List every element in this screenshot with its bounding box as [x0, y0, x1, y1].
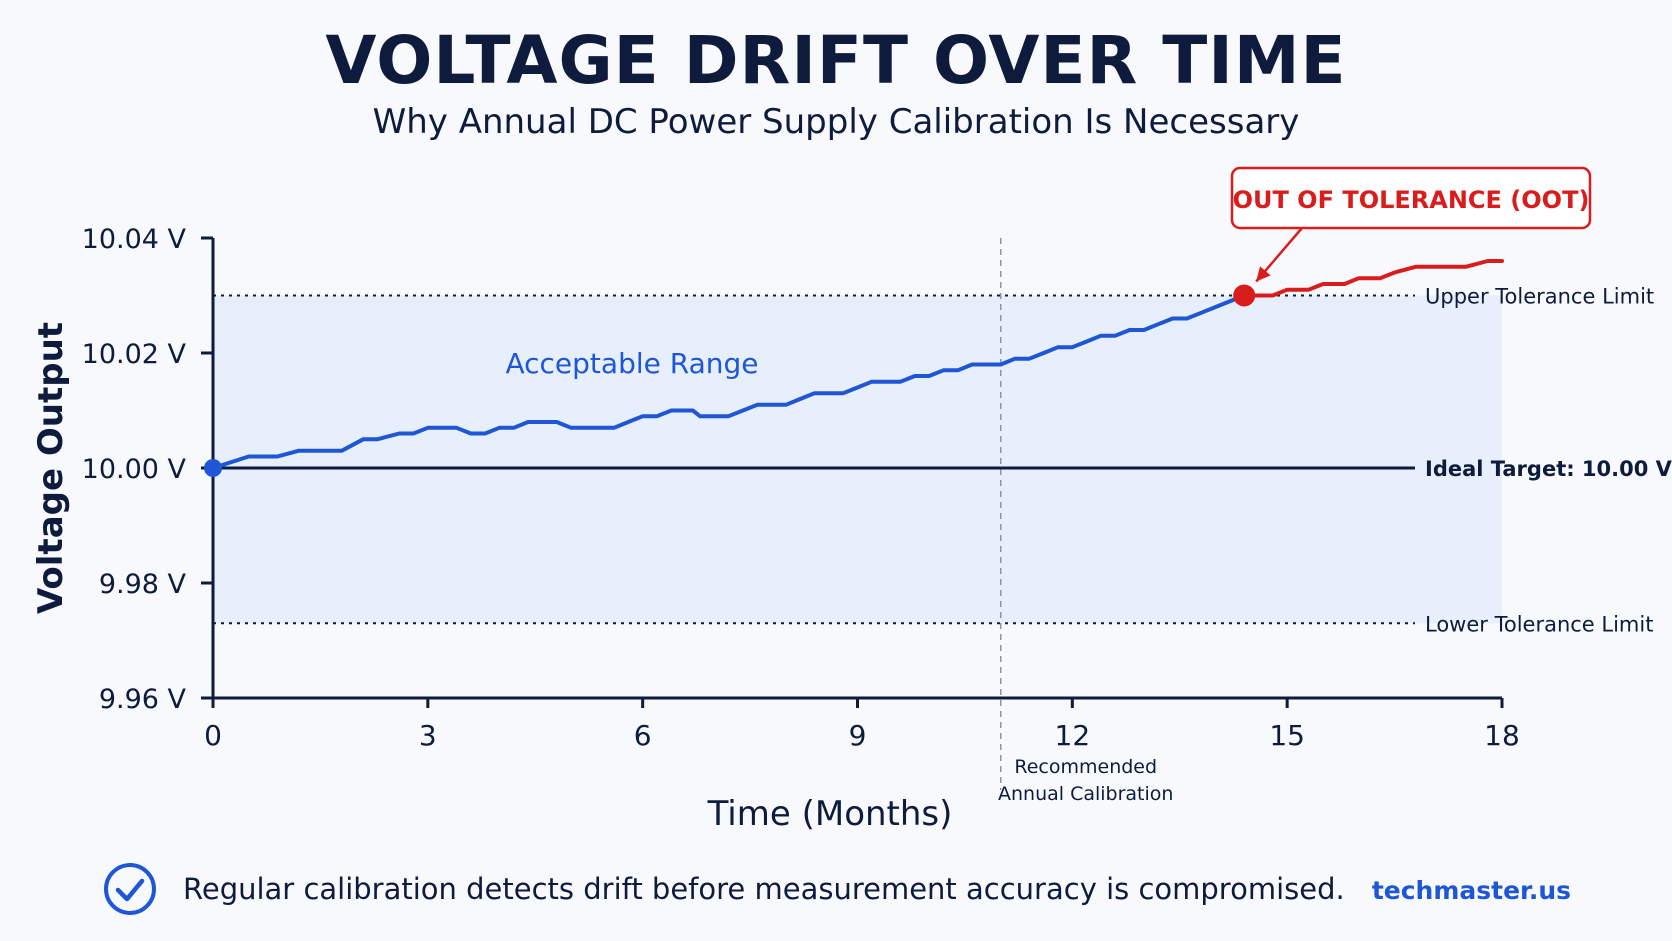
reference-line-label: Lower Tolerance Limit: [1425, 612, 1653, 636]
oot-annotation-box: [1230, 166, 1592, 230]
footer: Regular calibration detects drift before…: [103, 862, 1583, 922]
x-tick-label: 12: [1055, 719, 1091, 752]
oot-arrowhead: [1256, 266, 1271, 282]
x-axis-label: Time (Months): [707, 794, 953, 834]
y-tick-label: 9.98 V: [99, 569, 187, 600]
acceptable-range-label: Acceptable Range: [505, 347, 758, 380]
x-tick-label: 9: [849, 719, 867, 752]
y-axis-label: Voltage Output: [31, 322, 71, 614]
chart-subtitle: Why Annual DC Power Supply Calibration I…: [372, 102, 1300, 142]
oot-annotation-label: OUT OF TOLERANCE (OOT): [1233, 186, 1590, 214]
calibration-marker-label: Annual Calibration: [998, 783, 1173, 805]
chart-title: VOLTAGE DRIFT OVER TIME: [325, 22, 1347, 99]
x-tick-label: 18: [1484, 719, 1520, 752]
y-tick-label: 10.04 V: [82, 224, 187, 255]
series-line-out-of-tolerance: [1242, 259, 1504, 298]
x-tick-label: 0: [204, 719, 222, 752]
y-tick-label: 9.96 V: [99, 684, 187, 715]
oot-point: [1233, 284, 1256, 307]
y-tick-label: 10.00 V: [82, 454, 187, 485]
calibration-marker-label: Recommended: [1014, 756, 1157, 778]
x-tick-label: 3: [419, 719, 437, 752]
start-point: [204, 459, 222, 477]
reference-line-label: Ideal Target: 10.00 V: [1425, 457, 1672, 481]
acceptable-range-band: [213, 295, 1502, 624]
series-line-in-tolerance: [211, 293, 1247, 470]
footer-message: Regular calibration detects drift before…: [183, 872, 1345, 906]
brand-link[interactable]: techmaster.us: [1371, 876, 1571, 905]
x-tick-label: 6: [634, 719, 652, 752]
reference-line-label: Upper Tolerance Limit: [1425, 285, 1654, 309]
check-circle-icon: [104, 863, 156, 915]
x-tick-label: 15: [1269, 719, 1305, 752]
y-tick-label: 10.02 V: [82, 339, 187, 370]
